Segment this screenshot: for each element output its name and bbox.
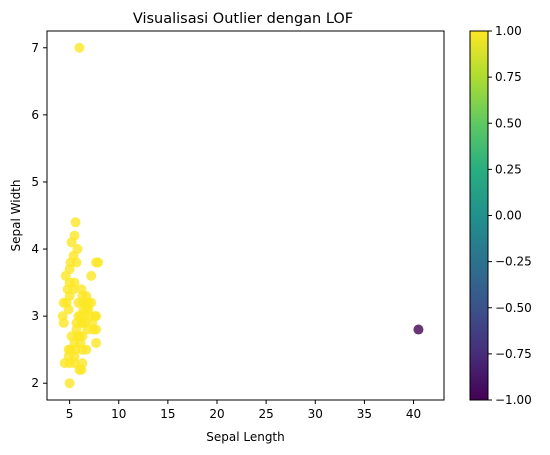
colorbar-tick-label: 1.00 [495,24,522,38]
colorbar [469,30,489,401]
inlier-point [91,337,102,348]
inlier-point [93,257,104,268]
x-tick-label: 35 [357,407,372,421]
y-tick-label: 3 [31,309,39,323]
colorbar-tick-label: 0.00 [495,209,522,223]
x-tick-label: 20 [209,407,224,421]
colorbar-ticks: 1.00 0.75 0.50 0.25 0.00 −0.25 −0.50 −0.75 −1.00 [488,24,532,407]
y-tick-label: 5 [31,175,39,189]
y-tick-label: 4 [31,242,39,256]
inlier-point [58,317,69,328]
x-tick-label: 40 [406,407,421,421]
points-layer [57,42,424,389]
y-tick-label: 7 [31,41,39,55]
inlier-point [64,378,75,389]
colorbar-tick-label: −1.00 [495,393,532,407]
x-axis-label: Sepal Length [206,430,285,444]
inlier-point [77,344,88,355]
outlier-point [413,324,424,335]
y-tick-label: 2 [31,376,39,390]
colorbar-tick-label: −0.25 [495,255,532,269]
inlier-point [86,270,97,281]
x-tick-label: 25 [258,407,273,421]
inlier-point [91,324,102,335]
plot-area-frame [46,30,445,401]
inlier-point [66,237,77,248]
x-tick-label: 15 [160,407,175,421]
chart-title: Visualisasi Outlier dengan LOF [133,11,353,27]
colorbar-tick-label: −0.50 [495,301,532,315]
colorbar-tick-label: 0.25 [495,162,522,176]
y-tick-label: 6 [31,108,39,122]
inlier-point [59,358,70,369]
colorbar-tick-label: −0.75 [495,347,532,361]
inlier-point [76,364,87,375]
x-tick-label: 5 [66,407,74,421]
x-axis-ticks: 5 10 15 20 25 30 35 40 [66,400,421,421]
inlier-point [74,42,85,53]
colorbar-tick-label: 0.75 [495,70,522,84]
inlier-point [70,217,81,228]
x-tick-label: 10 [111,407,126,421]
y-axis-label: Sepal Width [9,180,23,252]
y-axis-ticks: 2 3 4 5 6 7 [31,41,47,390]
colorbar-tick-label: 0.50 [495,116,522,130]
x-tick-label: 30 [308,407,323,421]
inlier-point [63,304,74,315]
